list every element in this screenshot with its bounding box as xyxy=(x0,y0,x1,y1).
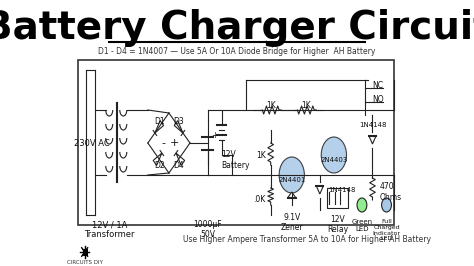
Text: 12V
Battery: 12V Battery xyxy=(221,150,250,170)
Bar xyxy=(82,249,87,255)
Polygon shape xyxy=(155,120,164,133)
Bar xyxy=(327,188,348,208)
Polygon shape xyxy=(174,120,183,133)
Text: 230V AC: 230V AC xyxy=(74,139,109,148)
Circle shape xyxy=(321,137,346,173)
Text: NC: NC xyxy=(373,81,383,89)
Text: +: + xyxy=(211,131,218,139)
Text: 9.1V
Zener: 9.1V Zener xyxy=(281,213,303,232)
Text: 1K: 1K xyxy=(256,151,266,160)
Text: 2N4403: 2N4403 xyxy=(320,157,347,163)
Text: Full
Charged
Indicator
LED: Full Charged Indicator LED xyxy=(373,219,401,242)
Text: 12V
Relay: 12V Relay xyxy=(327,215,348,234)
Text: 2N4401: 2N4401 xyxy=(278,177,305,183)
Polygon shape xyxy=(316,186,323,194)
Bar xyxy=(78,60,393,225)
Text: -: - xyxy=(161,138,165,148)
Text: +: + xyxy=(170,138,179,148)
Text: CIRCUITS DIY: CIRCUITS DIY xyxy=(67,260,102,264)
Text: 470
Ohms: 470 Ohms xyxy=(380,182,401,202)
Text: NO: NO xyxy=(373,95,384,105)
Polygon shape xyxy=(176,153,185,165)
Text: 1N4148: 1N4148 xyxy=(328,187,356,193)
Text: D3: D3 xyxy=(173,117,184,126)
Text: .0K: .0K xyxy=(254,196,266,205)
Text: 1000µF
50V: 1000µF 50V xyxy=(193,220,222,239)
Circle shape xyxy=(382,198,392,212)
Circle shape xyxy=(357,198,367,212)
Text: 1K: 1K xyxy=(301,101,310,110)
Text: Green
LED: Green LED xyxy=(351,219,373,232)
Polygon shape xyxy=(153,153,162,165)
Text: 1N4148: 1N4148 xyxy=(359,122,386,128)
Text: Battery Charger Circuit: Battery Charger Circuit xyxy=(0,9,474,47)
Text: D2: D2 xyxy=(154,160,164,169)
Polygon shape xyxy=(288,192,296,198)
Text: D1: D1 xyxy=(154,117,164,126)
Text: D4: D4 xyxy=(173,160,184,169)
Circle shape xyxy=(279,157,304,193)
Polygon shape xyxy=(369,136,376,144)
Text: Use Higher Ampere Transformer 5A to 10A for Higher AH Battery: Use Higher Ampere Transformer 5A to 10A … xyxy=(183,235,431,244)
Text: 1K: 1K xyxy=(266,101,275,110)
Text: 12V / 1A
Transformer: 12V / 1A Transformer xyxy=(84,220,135,239)
Text: D1 - D4 = 1N4007 — Use 5A Or 10A Diode Bridge for Higher  AH Battery: D1 - D4 = 1N4007 — Use 5A Or 10A Diode B… xyxy=(98,48,376,56)
